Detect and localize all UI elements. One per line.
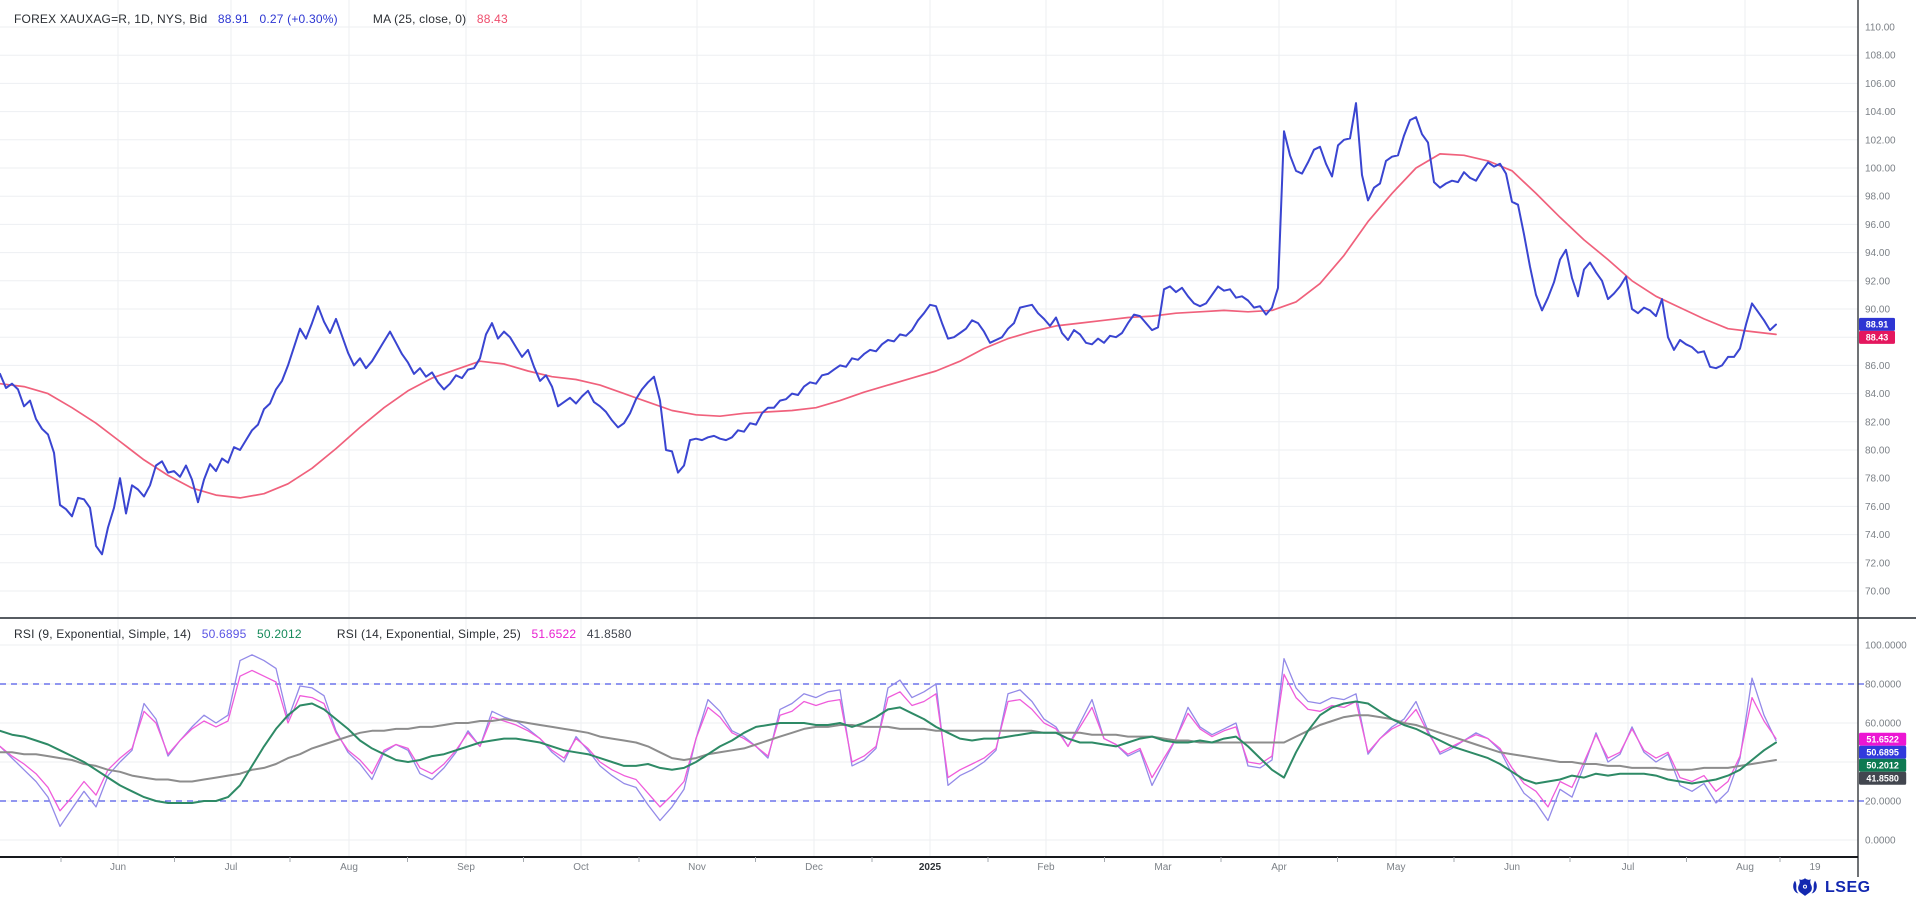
price-axis-label: 78.00 bbox=[1865, 474, 1890, 485]
time-axis-label: Mar bbox=[1154, 862, 1172, 873]
rsi2-value: 51.6522 bbox=[531, 627, 577, 641]
rsi14-line bbox=[0, 669, 1777, 812]
rsi1-value: 50.6895 bbox=[201, 627, 247, 641]
time-axis-label: Dec bbox=[805, 862, 823, 873]
last-value-badge-text: 41.8580 bbox=[1866, 774, 1899, 784]
last-value-badge bbox=[1859, 732, 1907, 746]
rsi-axis-label: 0.0000 bbox=[1865, 836, 1896, 847]
bid-line bbox=[0, 102, 1777, 556]
instrument-label[interactable]: FOREX XAUXAG=R, 1D, NYS, Bid bbox=[14, 12, 208, 26]
price-axis-label: 70.00 bbox=[1865, 587, 1890, 598]
last-value-badge bbox=[1859, 330, 1895, 344]
rsi9-ma-line bbox=[0, 700, 1777, 804]
last-value-badge-text: 88.43 bbox=[1866, 333, 1889, 343]
axes: 110.00 108.00 106.00 104.00 102.00 100.00 98.0… bbox=[0, 0, 1916, 877]
value-badges: 88.91 88.43 51.6522 50.6895 50.2012 41.8580 bbox=[1859, 317, 1907, 785]
price-axis-label: 110.00 bbox=[1865, 23, 1895, 34]
price-axis-label: 94.00 bbox=[1865, 248, 1890, 259]
lseg-brand-text: LSEG bbox=[1825, 879, 1871, 896]
time-axis-label: May bbox=[1387, 862, 1406, 873]
plot-lines bbox=[0, 102, 1777, 828]
price-axis-label: 84.00 bbox=[1865, 389, 1890, 400]
rsi-axis-label: 60.0000 bbox=[1865, 719, 1902, 730]
rsi-axis-label: 20.0000 bbox=[1865, 797, 1902, 808]
last-value-badge-text: 50.2012 bbox=[1866, 761, 1899, 771]
time-axis-label: Sep bbox=[457, 862, 475, 873]
rsi-axis-label: 100.0000 bbox=[1865, 641, 1907, 652]
time-axis-label: Nov bbox=[688, 862, 706, 873]
last-value-badge bbox=[1859, 317, 1895, 331]
rsi1-ma-value: 50.2012 bbox=[257, 627, 302, 641]
price-axis-label: 108.00 bbox=[1865, 51, 1896, 62]
time-axis-label: Jun bbox=[1504, 862, 1520, 873]
price-axis-label: 86.00 bbox=[1865, 361, 1890, 372]
price-axis-label: 100.00 bbox=[1865, 164, 1896, 175]
last-value-badge bbox=[1859, 758, 1907, 772]
last-value-badge-text: 50.6895 bbox=[1866, 748, 1899, 758]
lseg-logo: LSEG bbox=[1790, 876, 1871, 900]
rsi2-study-label[interactable]: RSI (14, Exponential, Simple, 25) bbox=[336, 627, 521, 641]
time-axis-label: Aug bbox=[340, 862, 358, 873]
price-axis-label: 92.00 bbox=[1865, 276, 1890, 287]
price-axis-label: 80.00 bbox=[1865, 446, 1890, 457]
time-axis-label: Jun bbox=[110, 862, 126, 873]
time-axis-label: Feb bbox=[1037, 862, 1055, 873]
price-axis-label: 76.00 bbox=[1865, 502, 1890, 513]
rsi2-ma-value: 41.8580 bbox=[586, 627, 632, 641]
last-value-badge-text: 51.6522 bbox=[1866, 735, 1899, 745]
last-value-badge-text: 88.91 bbox=[1866, 320, 1889, 330]
rsi-axis-label: 80.0000 bbox=[1865, 680, 1902, 691]
time-axis-label: Jul bbox=[225, 862, 238, 873]
price-axis-label: 96.00 bbox=[1865, 220, 1890, 231]
time-axis-label: Aug bbox=[1736, 862, 1754, 873]
price-axis-label: 82.00 bbox=[1865, 417, 1890, 428]
price-axis-label: 98.00 bbox=[1865, 192, 1890, 203]
time-axis-label: 19 bbox=[1809, 862, 1821, 873]
price-axis-label: 104.00 bbox=[1865, 107, 1896, 118]
time-axis-label: Jul bbox=[1622, 862, 1635, 873]
price-axis-label: 102.00 bbox=[1865, 135, 1896, 146]
lseg-crest-icon bbox=[1793, 878, 1817, 896]
ma25-line bbox=[0, 153, 1777, 499]
rsi9-line bbox=[0, 654, 1777, 828]
change-value: 0.27 (+0.30%) bbox=[259, 12, 338, 26]
last-value-badge bbox=[1859, 745, 1907, 759]
price-axis-label: 106.00 bbox=[1865, 79, 1896, 90]
time-axis-label: 2025 bbox=[919, 862, 942, 873]
price-legend: FOREX XAUXAG=R, 1D, NYS, Bid 88.91 0.27 … bbox=[14, 12, 515, 26]
ma-value: 88.43 bbox=[476, 12, 508, 26]
price-axis-label: 72.00 bbox=[1865, 558, 1890, 569]
rsi1-study-label[interactable]: RSI (9, Exponential, Simple, 14) bbox=[14, 627, 192, 641]
gridlines bbox=[0, 0, 1865, 857]
time-axis-label: Apr bbox=[1271, 862, 1287, 873]
ma-study-label[interactable]: MA (25, close, 0) bbox=[372, 12, 467, 26]
rsi14-ma-line bbox=[0, 714, 1777, 783]
price-axis-label: 90.00 bbox=[1865, 305, 1890, 316]
last-value-badge bbox=[1859, 771, 1907, 785]
price-axis-label: 74.00 bbox=[1865, 530, 1890, 541]
time-axis-label: Oct bbox=[573, 862, 589, 873]
bid-value: 88.91 bbox=[217, 12, 249, 26]
rsi-legend: RSI (9, Exponential, Simple, 14) 50.6895… bbox=[14, 627, 639, 641]
